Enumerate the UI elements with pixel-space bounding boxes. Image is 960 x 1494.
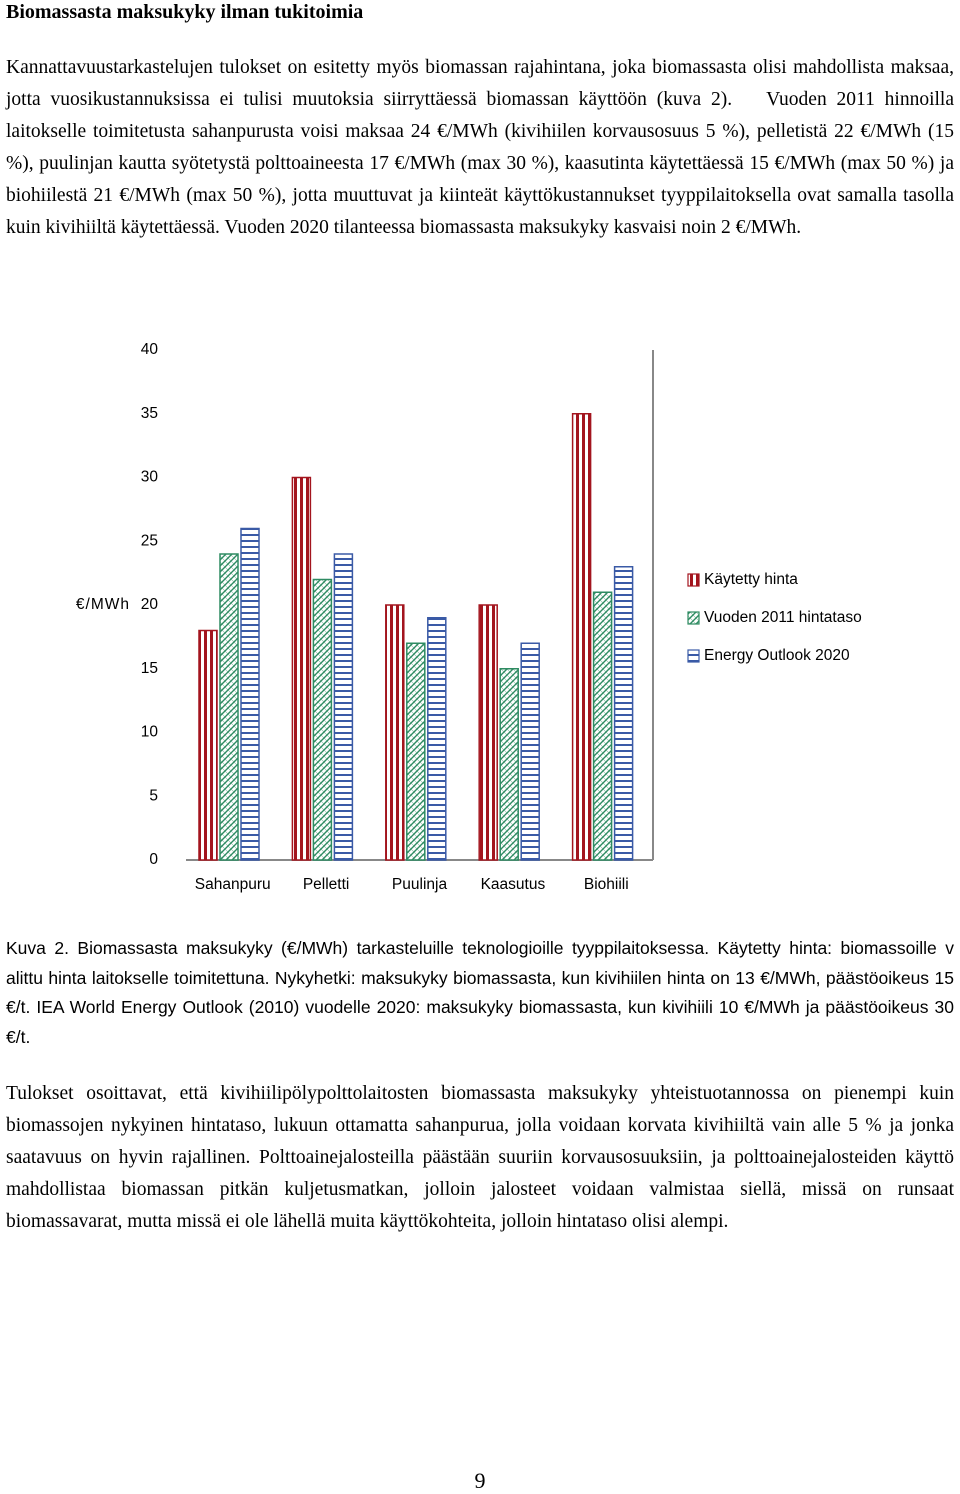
legend-label: Käytetty hinta <box>704 571 798 588</box>
bar <box>240 527 260 861</box>
y-axis-label: €/MWh <box>76 596 130 613</box>
bar <box>613 566 634 861</box>
bar <box>520 642 540 861</box>
legend-swatch <box>687 611 700 625</box>
paragraph: Tulokset osoittavat, että kivihiilipölyp… <box>6 1083 954 1232</box>
y-tick-label: 30 <box>141 469 159 486</box>
legend-swatch <box>687 573 700 587</box>
sentence: Vuoden 2011 hinnoilla laitokselle toimit… <box>6 89 954 238</box>
y-tick-label: 5 <box>149 787 158 804</box>
x-tick-label: Biohiili <box>584 876 629 893</box>
bar <box>406 642 426 861</box>
x-tick-label: Pelletti <box>303 876 350 893</box>
legend-swatch <box>687 649 700 663</box>
caption: Kuva 2. Biomassasta maksukyky (€/MWh) ta… <box>6 938 954 1047</box>
bar <box>499 668 519 861</box>
bar <box>291 476 312 861</box>
page-number: 9 <box>474 1468 486 1493</box>
bar <box>571 413 592 861</box>
y-tick-label: 40 <box>141 341 159 358</box>
bar <box>312 578 333 861</box>
x-tick-label: Puulinja <box>392 876 448 893</box>
sentence: Kannattavuustarkastelujen tulokset on es… <box>6 57 954 110</box>
x-tick-label: Kaasutus <box>481 876 546 893</box>
y-tick-label: 0 <box>149 851 158 868</box>
y-tick-label: 15 <box>141 660 158 677</box>
y-tick-label: 35 <box>141 405 158 422</box>
bar <box>592 591 613 861</box>
y-tick-label: 25 <box>141 532 158 549</box>
paragraph: Kannattavuustarkastelujen tulokset on es… <box>6 52 954 244</box>
bar <box>219 553 239 861</box>
chart: 0 5 10 15 20 25 30 35 40 €/MWh Sahanpuru Pelletti Pu… <box>76 341 862 893</box>
x-tick-label: Sahanpuru <box>195 876 271 893</box>
heading: Biomassasta maksukyky ilman tukitoimia <box>6 1 364 23</box>
y-tick-label: 10 <box>141 724 159 741</box>
legend-label: Vuoden 2011 hintataso <box>704 609 862 626</box>
bar <box>385 604 405 861</box>
y-tick-label: 20 <box>141 596 159 613</box>
legend-label: Energy Outlook 2020 <box>704 647 850 664</box>
bar <box>198 629 218 861</box>
bar <box>333 553 354 861</box>
bar <box>478 604 498 861</box>
bar <box>427 617 447 861</box>
